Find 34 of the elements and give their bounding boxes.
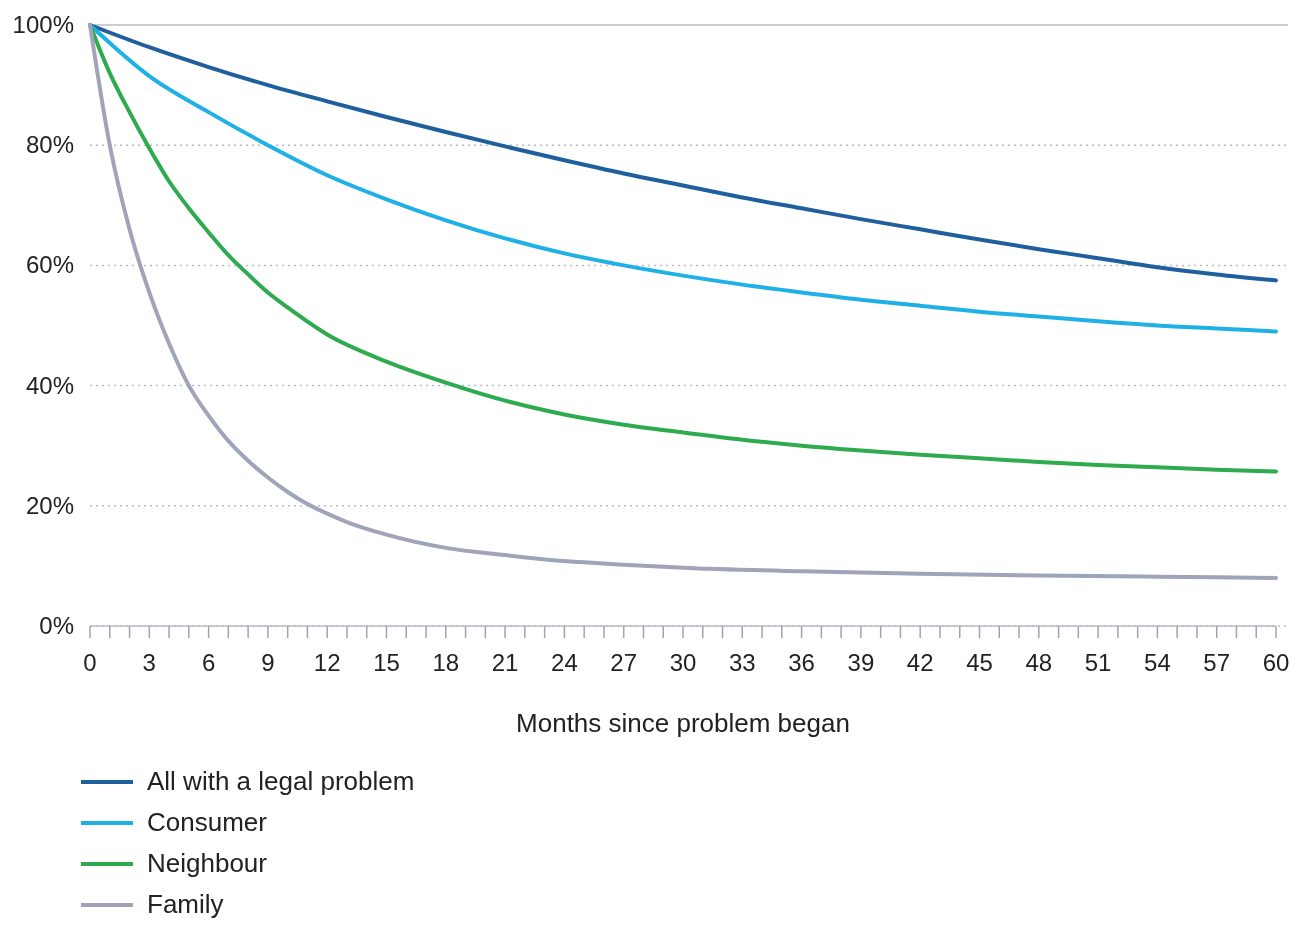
x-tick-label: 36 xyxy=(788,649,815,676)
x-tick-label: 39 xyxy=(847,649,875,676)
x-tick-label: 3 xyxy=(142,649,156,676)
y-tick-label: 100% xyxy=(12,11,74,38)
x-tick-label: 6 xyxy=(201,649,216,676)
x-tick-label: 15 xyxy=(373,649,400,676)
x-tick-label: 57 xyxy=(1203,649,1231,676)
x-tick-label: 18 xyxy=(432,649,460,676)
line-series xyxy=(88,23,1278,580)
x-tick-label: 30 xyxy=(669,649,697,676)
x-tick-label: 9 xyxy=(261,649,275,676)
x-tick-label: 51 xyxy=(1084,649,1112,676)
legend-label: All with a legal problem xyxy=(147,766,415,796)
y-tick-label: 40% xyxy=(25,371,74,399)
x-axis-title: Months since problem began xyxy=(516,708,850,738)
x-tick-label: 54 xyxy=(1144,649,1171,676)
legend-label: Consumer xyxy=(147,807,268,837)
x-tick-label: 24 xyxy=(551,649,578,676)
x-tick-label: 42 xyxy=(906,649,934,676)
y-tick-label: 20% xyxy=(25,491,74,519)
x-tick-label: 0 xyxy=(83,649,97,676)
x-tick-label: 12 xyxy=(313,649,341,676)
y-tick-label: 60% xyxy=(25,251,74,279)
legend-label: Family xyxy=(147,889,224,919)
line-series xyxy=(88,23,1278,283)
x-tick-label: 48 xyxy=(1025,649,1053,676)
x-tick-label: 45 xyxy=(966,649,993,676)
legend-label: Neighbour xyxy=(147,848,268,878)
x-tick-label: 33 xyxy=(728,649,756,676)
x-tick-label: 21 xyxy=(491,649,519,676)
x-tick-label: 60 xyxy=(1262,649,1290,676)
x-tick-label: 27 xyxy=(610,649,638,676)
y-tick-label: 0% xyxy=(39,612,74,639)
y-tick-label: 80% xyxy=(25,131,74,159)
